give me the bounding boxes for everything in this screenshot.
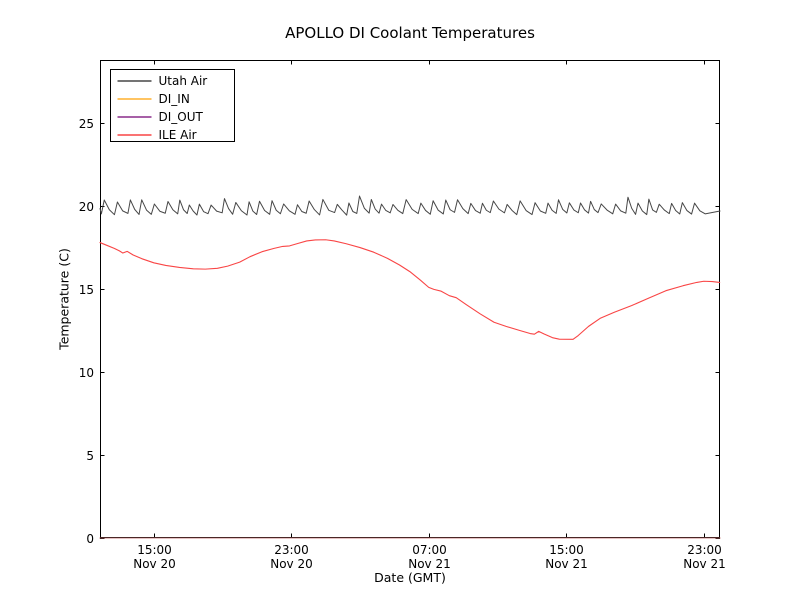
y-tick-label: 25 [78, 116, 94, 131]
x-tick-time-label: 15:00 [137, 543, 172, 557]
y-tick-label: 15 [78, 282, 94, 297]
utah-air-line [99, 195, 721, 216]
y-tick-label: 0 [86, 531, 94, 546]
y-tick-label: 5 [86, 448, 94, 463]
legend-label-di-out: DI_OUT [158, 109, 203, 124]
legend-label-utah-air: Utah Air [158, 73, 208, 88]
x-tick-date-label: Nov 21 [545, 557, 588, 571]
x-tick-time-label: 23:00 [274, 543, 309, 557]
x-tick-time-label: 15:00 [549, 543, 584, 557]
legend-label-ile-air: ILE Air [158, 127, 197, 142]
x-axis-label: Date (GMT) [374, 570, 446, 585]
plot-area-border [100, 60, 720, 538]
x-tick-time-label: 23:00 [687, 543, 722, 557]
y-tick-label: 20 [78, 199, 94, 214]
x-tick-time-label: 07:00 [412, 543, 447, 557]
x-tick-date-label: Nov 20 [133, 557, 176, 571]
ile-air-line [99, 239, 721, 340]
x-tick-date-label: Nov 21 [408, 557, 451, 571]
y-axis-label: Temperature (C) [56, 248, 72, 350]
chart-title: APOLLO DI Coolant Temperatures [285, 24, 535, 42]
x-tick-date-label: Nov 21 [683, 557, 726, 571]
x-tick-date-label: Nov 20 [270, 557, 313, 571]
legend-label-di-in: DI_IN [158, 91, 190, 106]
y-tick-label: 10 [78, 365, 94, 380]
